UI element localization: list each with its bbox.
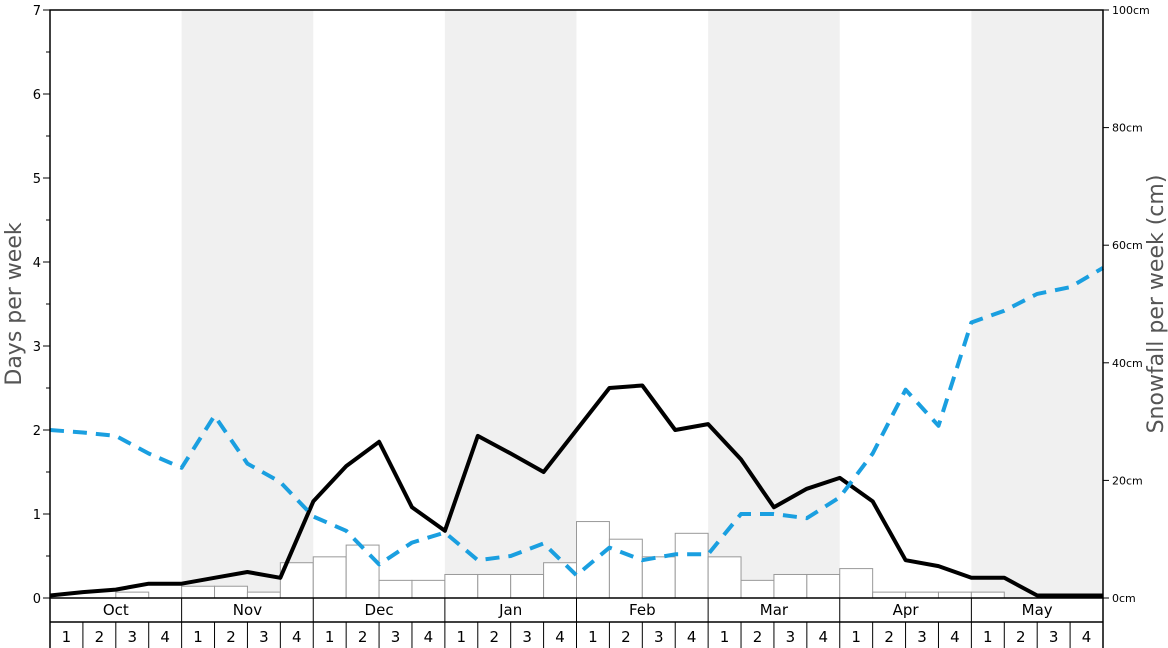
right-tick-label: 20cm	[1112, 474, 1143, 487]
month-band-mar	[708, 10, 840, 598]
week-label: 3	[522, 628, 532, 646]
week-label: 2	[95, 628, 105, 646]
snowfall-bar	[412, 580, 445, 598]
snowfall-bar	[807, 574, 840, 598]
month-label-mar: Mar	[760, 601, 789, 619]
snowfall-bar	[609, 539, 642, 598]
week-label: 2	[489, 628, 499, 646]
week-label: 4	[292, 628, 302, 646]
week-label: 4	[424, 628, 434, 646]
week-axis: 1 2 3 4 1 2 3 4 1 2 3 4 1 2 3 4 1 2 3 4 1 2 3 4 1 2 3 4 1 2 3 4	[62, 622, 1092, 648]
snowfall-bar	[379, 580, 412, 598]
snowfall-bar	[741, 580, 774, 598]
left-tick-label: 6	[33, 88, 41, 103]
month-band-may	[971, 10, 1103, 598]
week-label: 3	[1049, 628, 1059, 646]
snowfall-bar	[346, 545, 379, 598]
snowfall-bar	[675, 533, 708, 598]
month-band-jan	[445, 10, 577, 598]
snowfall-bar	[873, 592, 906, 598]
month-bands	[182, 10, 1103, 598]
week-label: 4	[950, 628, 960, 646]
week-label: 3	[654, 628, 664, 646]
snowfall-bar	[708, 557, 741, 598]
week-label: 4	[1082, 628, 1092, 646]
snowfall-bar	[116, 592, 149, 598]
snowfall-bar	[511, 574, 544, 598]
week-label: 1	[983, 628, 993, 646]
left-axis: 0 1 2 3 4 5 6 7	[33, 4, 50, 607]
month-label-dec: Dec	[365, 601, 394, 619]
month-label-jan: Jan	[498, 601, 522, 619]
week-label: 2	[1016, 628, 1026, 646]
week-label: 4	[555, 628, 565, 646]
week-label: 3	[127, 628, 137, 646]
right-tick-label: 100cm	[1112, 4, 1150, 17]
month-label-feb: Feb	[629, 601, 656, 619]
snowfall-bar	[906, 592, 939, 598]
right-tick-label: 0cm	[1112, 592, 1136, 605]
left-tick-label: 4	[33, 256, 41, 271]
month-label-apr: Apr	[893, 601, 920, 619]
week-label: 1	[720, 628, 730, 646]
week-label: 1	[193, 628, 203, 646]
month-label-nov: Nov	[233, 601, 262, 619]
snowfall-bar	[182, 586, 215, 598]
snowfall-bar	[313, 557, 346, 598]
month-label-oct: Oct	[103, 601, 129, 619]
week-label: 2	[753, 628, 763, 646]
snowfall-bar	[774, 574, 807, 598]
week-label: 2	[358, 628, 368, 646]
week-label: 3	[917, 628, 927, 646]
week-label: 1	[588, 628, 598, 646]
week-label: 1	[325, 628, 335, 646]
week-label: 2	[226, 628, 236, 646]
snowfall-bar	[840, 569, 873, 598]
snowfall-bar	[938, 592, 971, 598]
left-tick-label: 5	[33, 172, 41, 187]
week-label: 3	[391, 628, 401, 646]
week-label: 2	[884, 628, 894, 646]
week-label: 2	[621, 628, 631, 646]
snowfall-bar	[215, 586, 248, 598]
left-tick-label: 1	[33, 508, 41, 523]
week-label: 1	[62, 628, 72, 646]
left-tick-label: 3	[33, 340, 41, 355]
snowfall-bar	[247, 592, 280, 598]
week-label: 3	[259, 628, 269, 646]
snowfall-bar	[642, 557, 675, 598]
month-label-may: May	[1022, 601, 1053, 619]
week-label: 4	[819, 628, 829, 646]
snowfall-bar	[478, 574, 511, 598]
snowfall-bar	[445, 574, 478, 598]
right-tick-label: 40cm	[1112, 357, 1143, 370]
week-label: 3	[786, 628, 796, 646]
month-band-nov	[182, 10, 314, 598]
week-label: 4	[160, 628, 170, 646]
right-tick-label: 60cm	[1112, 239, 1143, 252]
week-label: 4	[687, 628, 697, 646]
week-label: 1	[851, 628, 861, 646]
right-axis-title: Snowfall per week (cm)	[1144, 175, 1168, 434]
left-axis-title: Days per week	[2, 222, 27, 385]
right-tick-label: 80cm	[1112, 122, 1143, 135]
right-axis: 0cm 20cm 40cm 60cm 80cm 100cm	[1103, 4, 1150, 605]
left-tick-label: 2	[33, 424, 41, 439]
left-tick-label: 0	[33, 592, 41, 607]
week-label: 1	[457, 628, 467, 646]
left-tick-label: 7	[33, 4, 41, 19]
snowfall-bar	[971, 592, 1004, 598]
